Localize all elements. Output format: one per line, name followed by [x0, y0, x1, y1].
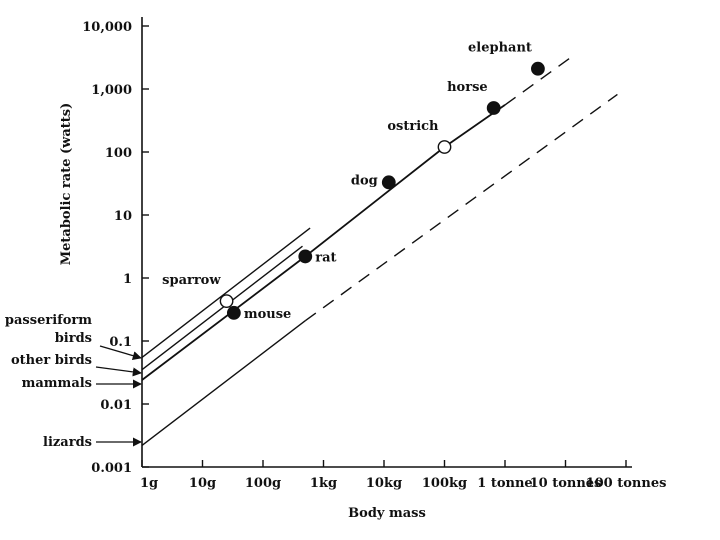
y-tick-label: 0.1	[109, 335, 132, 350]
point-dog	[381, 175, 396, 190]
point-rat	[298, 249, 313, 264]
series-lines	[141, 55, 618, 446]
x-tick-label: 10g	[189, 476, 216, 491]
x-tick-label: 10 tonnes	[530, 476, 602, 491]
point-label-elephant: elephant	[468, 41, 532, 56]
point-sparrow	[219, 294, 234, 308]
x-axis-title: Body mass	[348, 506, 426, 521]
series-line-lizards	[141, 320, 306, 446]
y-tick-label: 100	[105, 146, 132, 161]
point-label-dog: dog	[351, 173, 378, 188]
point-label-ostrich: ostrich	[387, 119, 439, 134]
point-label-horse: horse	[447, 80, 488, 95]
series-line-other-birds	[141, 245, 303, 371]
point-horse	[486, 101, 501, 115]
x-tick-label: 100g	[245, 476, 281, 491]
point-labels: sparrow mouse rat dog ostrich horse elephant	[162, 41, 532, 322]
x-tick-label: 10kg	[366, 476, 402, 491]
x-tick-label: 1kg	[310, 476, 337, 491]
point-label-rat: rat	[315, 250, 336, 265]
y-tick-label: 1,000	[91, 83, 132, 98]
x-tick-label: 1g	[140, 476, 158, 491]
x-tick-label: 100 tonnes	[586, 476, 667, 491]
series-label-other-birds: other birds	[11, 353, 92, 368]
series-arrow-other-birds	[95, 366, 142, 377]
series-line-mammals-extrapolated	[504, 55, 573, 106]
point-mouse	[226, 305, 241, 320]
point-label-mouse: mouse	[244, 307, 291, 322]
series-arrow-passeriform-birds	[99, 345, 142, 361]
y-tick-label: 0.01	[100, 398, 132, 413]
point-ostrich	[437, 140, 452, 154]
point-elephant	[531, 61, 545, 76]
series-line-lizards-extrapolated	[304, 93, 618, 322]
y-tick-label: 10	[114, 209, 132, 224]
y-tick-label: 0.001	[91, 461, 132, 476]
x-tick-label: 100kg	[422, 476, 467, 491]
data-points	[219, 61, 545, 320]
axes	[141, 17, 632, 468]
y-tick-label: 10,000	[82, 20, 132, 35]
series-line-mammals	[141, 104, 506, 381]
series-label-passeriform-birds: passeriform birds	[5, 313, 92, 346]
y-ticks: 0.001 0.01 0.1 1 10 100 1,000 10,000	[82, 20, 149, 476]
point-label-sparrow: sparrow	[162, 273, 221, 288]
series-labels: passeriform birds other birds mammals lizard…	[5, 313, 142, 450]
series-label-mammals: mammals	[22, 376, 92, 391]
series-line-passeriform-birds	[141, 227, 311, 358]
series-label-lizards: lizards	[43, 435, 92, 450]
y-axis-title: Metabolic rate (watts)	[59, 103, 74, 266]
x-tick-label: 1 tonne	[477, 476, 532, 491]
y-tick-label: 1	[123, 272, 132, 287]
